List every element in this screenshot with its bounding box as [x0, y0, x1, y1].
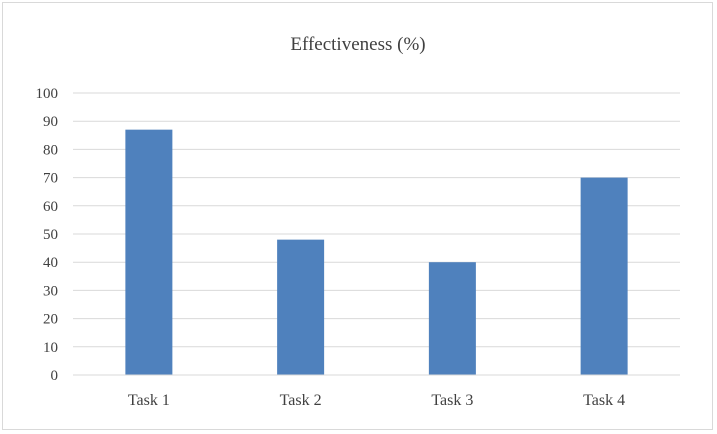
x-category-label: Task 3 — [431, 392, 473, 409]
x-category-label: Task 4 — [583, 392, 625, 409]
y-tick-label: 100 — [36, 86, 59, 102]
y-tick-label: 70 — [43, 171, 58, 187]
y-tick-label: 0 — [51, 368, 59, 384]
x-axis-labels: Task 1 Task 2 Task 3 Task 4 — [128, 392, 625, 409]
bar-task-1 — [125, 129, 173, 375]
bars — [125, 129, 628, 375]
grid-lines — [73, 92, 680, 348]
y-tick-label: 50 — [43, 227, 58, 243]
y-tick-label: 20 — [43, 312, 58, 328]
y-tick-label: 30 — [43, 283, 58, 299]
bar-task-4 — [580, 177, 628, 375]
y-tick-label: 10 — [43, 340, 58, 356]
x-category-label: Task 2 — [280, 392, 322, 409]
x-category-label: Task 1 — [128, 392, 170, 409]
y-axis-ticks: 0 10 20 30 40 50 60 70 80 90 100 — [36, 86, 59, 384]
bar-task-2 — [277, 239, 325, 375]
y-tick-label: 80 — [43, 142, 58, 158]
y-tick-label: 60 — [43, 199, 58, 215]
chart-title: Effectiveness (%) — [290, 34, 425, 55]
y-tick-label: 90 — [43, 114, 58, 130]
bar-task-3 — [428, 262, 476, 375]
y-tick-label: 40 — [43, 255, 58, 271]
